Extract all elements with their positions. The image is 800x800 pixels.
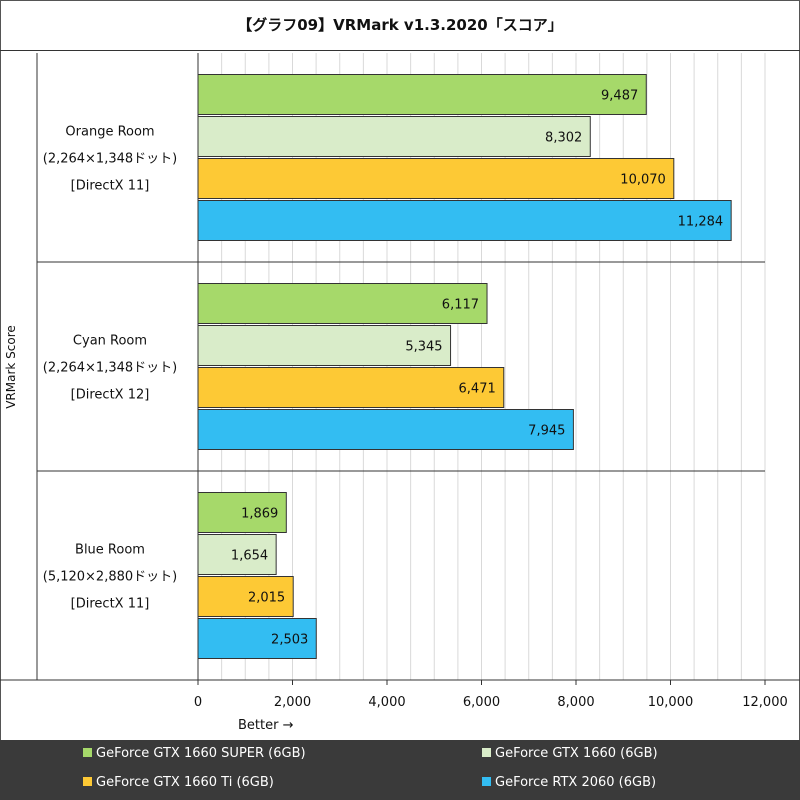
category-label: Orange Room xyxy=(65,125,154,140)
x-axis-label: Better → xyxy=(238,718,294,733)
legend-label: GeForce GTX 1660 Ti (6GB) xyxy=(96,775,274,790)
bar xyxy=(197,367,505,408)
bar xyxy=(197,283,488,324)
category-label: Blue Room xyxy=(75,543,145,558)
category-label: Cyan Room xyxy=(73,334,147,349)
legend-item-gtx1660: GeForce GTX 1660 (6GB) xyxy=(482,746,658,761)
x-tick-label: 6,000 xyxy=(463,695,500,710)
legend-label: GeForce GTX 1660 (6GB) xyxy=(495,746,658,761)
bar xyxy=(197,200,732,241)
bar xyxy=(197,534,277,575)
bar xyxy=(197,576,294,617)
bar-chart: 0 2,000 4,000 6,000 8,000 10,000 12,000 Better … xyxy=(0,53,800,733)
category-label: (2,264×1,348ドット) xyxy=(43,361,177,376)
legend-swatch xyxy=(83,748,92,757)
legend-item-gtx1660super: GeForce GTX 1660 SUPER (6GB) xyxy=(83,746,306,761)
bar-value-label: 1,869 xyxy=(241,507,278,522)
bar xyxy=(197,409,574,450)
x-tick-label: 12,000 xyxy=(742,695,788,710)
category-label: [DirectX 11] xyxy=(71,597,150,612)
x-tick-label: 8,000 xyxy=(557,695,594,710)
category-label: [DirectX 12] xyxy=(71,388,150,403)
bar xyxy=(197,492,287,533)
bar-value-label: 2,015 xyxy=(248,591,285,606)
category-label: (2,264×1,348ドット) xyxy=(43,152,177,167)
bar-value-label: 11,284 xyxy=(678,215,724,230)
bar-value-label: 1,654 xyxy=(231,549,268,564)
bar-value-label: 6,117 xyxy=(442,298,479,313)
bar xyxy=(197,74,647,115)
legend-label: GeForce RTX 2060 (6GB) xyxy=(495,775,657,790)
bar-value-label: 9,487 xyxy=(601,89,638,104)
chart-title: 【グラフ09】VRMark v1.3.2020「スコア」 xyxy=(237,16,563,34)
bar-value-label: 6,471 xyxy=(459,382,496,397)
x-tick-label: 2,000 xyxy=(274,695,311,710)
legend-item-rtx2060: GeForce RTX 2060 (6GB) xyxy=(482,775,656,790)
title-divider xyxy=(0,50,800,51)
legend: GeForce GTX 1660 SUPER (6GB) GeForce GTX… xyxy=(0,740,800,800)
bar-value-label: 7,945 xyxy=(528,424,565,439)
legend-swatch xyxy=(83,777,92,786)
bar-value-label: 2,503 xyxy=(271,633,308,648)
bar-value-label: 5,345 xyxy=(405,340,442,355)
category-label: [DirectX 11] xyxy=(71,179,150,194)
bar-value-label: 8,302 xyxy=(545,131,582,146)
x-tick-label: 10,000 xyxy=(648,695,694,710)
legend-swatch xyxy=(482,748,491,757)
bar-value-label: 10,070 xyxy=(620,173,666,188)
x-tick-label: 4,000 xyxy=(368,695,405,710)
bar xyxy=(197,116,591,157)
x-tick-label: 0 xyxy=(194,695,202,710)
bar xyxy=(197,618,317,659)
legend-label: GeForce GTX 1660 SUPER (6GB) xyxy=(96,746,306,761)
bar xyxy=(197,158,675,199)
legend-item-gtx1660ti: GeForce GTX 1660 Ti (6GB) xyxy=(83,775,274,790)
bar xyxy=(197,325,452,366)
category-label: (5,120×2,880ドット) xyxy=(43,570,177,585)
legend-swatch xyxy=(482,777,491,786)
